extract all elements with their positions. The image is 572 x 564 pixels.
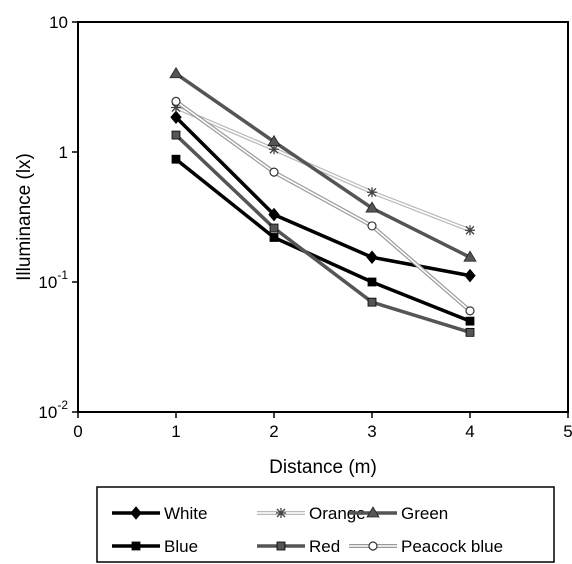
series-green [169,66,477,262]
x-tick-label: 0 [73,422,82,441]
data-point [171,130,181,140]
y-tick-label: 1 [59,143,68,162]
legend-item-red: Red [257,537,340,556]
y-axis-label: Illuminance (lx) [14,153,35,281]
legend-item-orange: Orange [257,504,366,523]
data-point [367,221,377,231]
legend-item-green: Green [349,504,448,523]
data-point [268,207,280,222]
data-point [130,506,142,520]
legend-label: Red [309,537,340,556]
legend-label: Peacock blue [401,537,503,556]
x-axis-label: Distance (m) [269,457,377,478]
plot-area [77,21,569,413]
data-point [171,96,181,107]
legend-box [96,486,555,563]
legend-label: Blue [164,537,198,556]
series-peacock-blue [171,96,475,316]
data-point [171,102,181,113]
x-tick-label: 2 [269,422,278,441]
x-tick-label: 5 [563,422,572,441]
data-point [465,225,475,236]
data-point [367,277,377,287]
data-point [269,223,279,233]
series-orange [171,102,475,236]
legend-label: Orange [309,504,366,523]
series-blue [171,154,475,326]
series-red [171,130,475,337]
data-point [366,506,380,518]
data-point [465,316,475,326]
data-point [464,268,476,283]
series-green-line [175,72,471,259]
x-tick-label: 3 [367,422,376,441]
data-point [169,66,183,79]
legend-item-peacock-blue: Peacock blue [349,537,503,556]
data-point [269,144,279,155]
y-tick-label: 10 [49,13,68,32]
data-point [367,187,377,198]
x-tick-label: 4 [465,422,474,441]
legend-item-white: White [112,504,207,523]
data-point [269,233,279,242]
series-peacock-blue-line-core [175,100,471,312]
data-point [276,508,286,518]
data-point [276,541,286,551]
y-tick-label: 10-2 [38,398,68,422]
x-tick-label: 1 [171,422,180,441]
data-point [367,297,377,307]
data-point [368,541,378,551]
legend-item-blue: Blue [112,537,198,556]
data-point [171,154,181,164]
series-blue-line [174,157,471,323]
series-orange-line-core [175,106,471,232]
series-red-line [174,133,471,335]
data-point [267,134,281,147]
data-point [463,250,477,262]
data-point [465,327,475,337]
data-point [465,306,475,316]
legend-label: White [164,504,207,523]
data-point [269,167,279,177]
legend-label: Green [401,504,448,523]
data-point [365,201,379,213]
data-point [170,110,182,125]
data-point [131,541,141,551]
y-tick-label: 10-1 [38,268,68,292]
data-point [366,250,378,265]
